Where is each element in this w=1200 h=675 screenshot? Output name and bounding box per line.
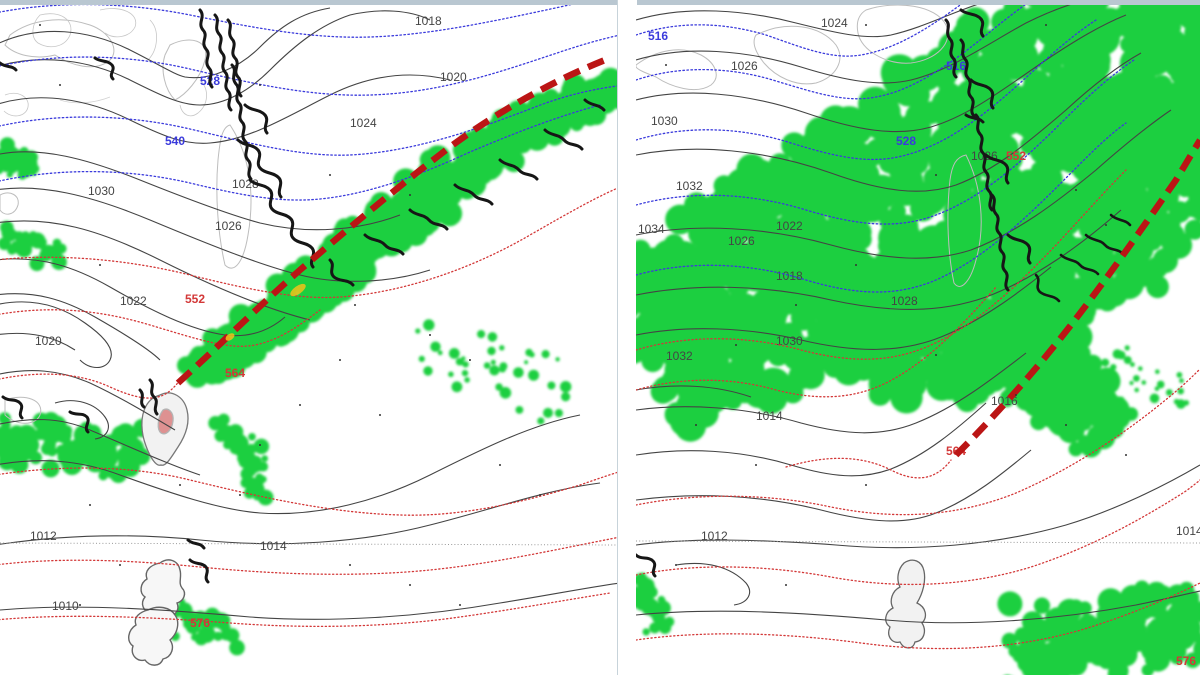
svg-text:552: 552 — [185, 292, 205, 306]
svg-text:1022: 1022 — [120, 294, 147, 308]
svg-text:1030: 1030 — [776, 334, 803, 348]
svg-text:1020: 1020 — [35, 334, 62, 348]
svg-text:1024: 1024 — [350, 116, 377, 130]
svg-text:1012: 1012 — [30, 529, 57, 543]
svg-text:516: 516 — [648, 29, 668, 43]
svg-text:540: 540 — [165, 134, 185, 148]
svg-text:1026: 1026 — [215, 219, 242, 233]
svg-text:1024: 1024 — [821, 16, 848, 30]
svg-text:1034: 1034 — [638, 222, 665, 236]
svg-text:1026: 1026 — [728, 234, 755, 248]
svg-text:1014: 1014 — [260, 539, 287, 553]
svg-text:564: 564 — [225, 366, 245, 380]
svg-text:1012: 1012 — [701, 529, 728, 543]
svg-text:1030: 1030 — [88, 184, 115, 198]
svg-text:1030: 1030 — [651, 114, 678, 128]
svg-text:1032: 1032 — [666, 349, 693, 363]
svg-text:1010: 1010 — [52, 599, 79, 613]
svg-text:1022: 1022 — [776, 219, 803, 233]
svg-text:576: 576 — [1176, 654, 1196, 668]
svg-text:528: 528 — [896, 134, 916, 148]
svg-text:576: 576 — [190, 616, 210, 630]
svg-text:552: 552 — [1006, 149, 1026, 163]
svg-text:1014: 1014 — [756, 409, 783, 423]
svg-text:1028: 1028 — [891, 294, 918, 308]
svg-text:1032: 1032 — [676, 179, 703, 193]
svg-text:1026: 1026 — [731, 59, 758, 73]
svg-text:1018: 1018 — [776, 269, 803, 283]
svg-text:1018: 1018 — [415, 14, 442, 28]
svg-text:1014: 1014 — [1176, 524, 1200, 538]
